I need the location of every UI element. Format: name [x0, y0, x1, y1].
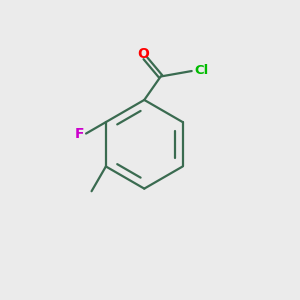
- Text: O: O: [138, 47, 150, 61]
- Text: Cl: Cl: [194, 64, 208, 77]
- Text: F: F: [74, 127, 84, 140]
